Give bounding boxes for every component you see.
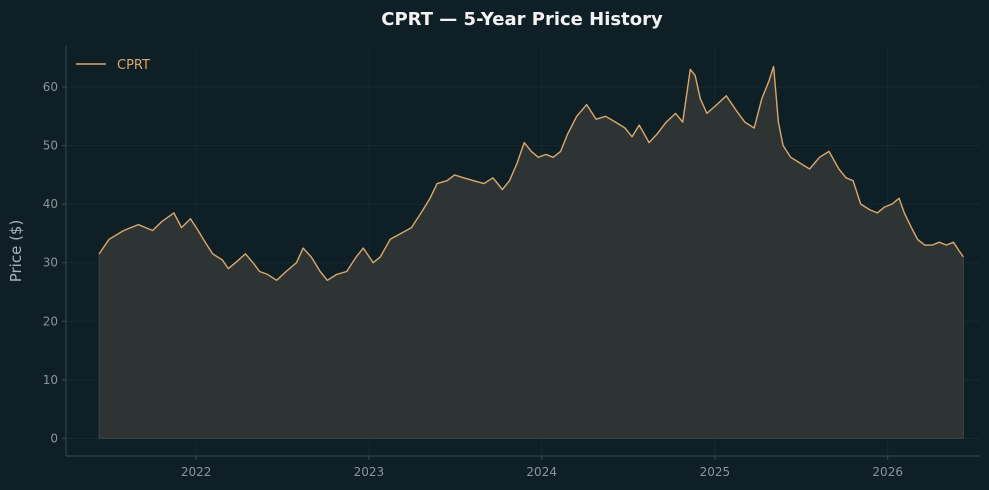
- x-tick-label: 2026: [872, 465, 903, 479]
- y-tick-label: 20: [43, 314, 58, 328]
- legend-label-cprt: CPRT: [117, 58, 150, 73]
- y-tick-label: 60: [43, 80, 58, 94]
- x-tick-label: 2025: [700, 465, 731, 479]
- y-axis-label: Price ($): [7, 220, 25, 283]
- legend: CPRT: [76, 58, 150, 73]
- y-tick-label: 10: [43, 373, 58, 387]
- x-ticks: 2022 2023 2024 2025 2026: [181, 456, 903, 479]
- y-tick-label: 30: [43, 256, 58, 270]
- axes: [65, 46, 980, 457]
- x-tick-label: 2022: [181, 465, 212, 479]
- price-line: [98, 65, 964, 281]
- y-tick-label: 50: [43, 139, 58, 153]
- x-tick-label: 2023: [354, 465, 385, 479]
- chart-title: CPRT — 5-Year Price History: [381, 9, 663, 30]
- y-tick-label: 0: [50, 431, 58, 445]
- y-ticks: 0 10 20 30 40 50 60: [43, 80, 66, 445]
- x-tick-label: 2024: [526, 465, 557, 479]
- y-tick-label: 40: [43, 197, 58, 211]
